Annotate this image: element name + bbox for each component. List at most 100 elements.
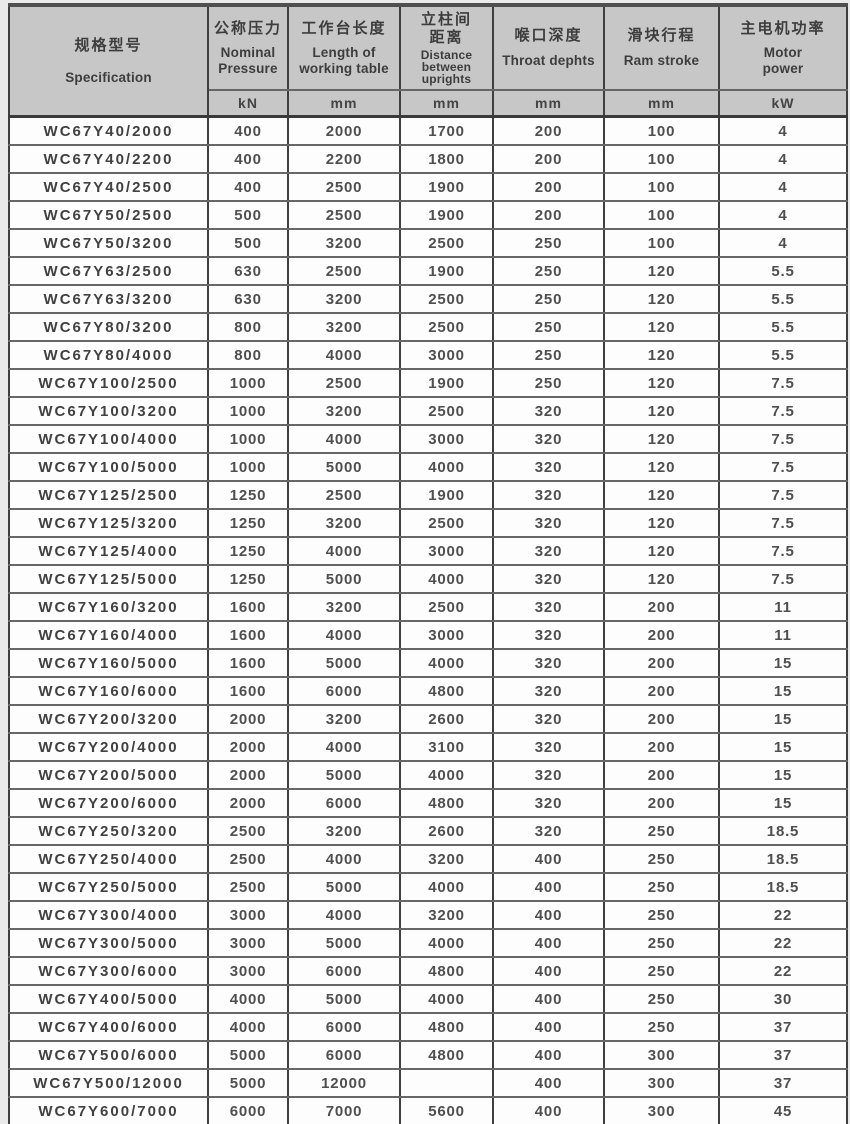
cell-ram-stroke: 120 [603, 480, 720, 510]
table-row: WC67Y80/3200 800 3200 2500 250 120 5.5 [8, 312, 848, 342]
table-row: WC67Y100/5000 1000 5000 4000 320 120 7.5 [8, 452, 848, 482]
header-motor-power: 主电机功率 Motor power [718, 4, 848, 91]
cell-motor-power: 15 [718, 648, 848, 678]
cell-uprights-distance: 2500 [399, 228, 494, 258]
cell-throat-depth: 200 [492, 172, 605, 202]
cell-throat-depth: 400 [492, 984, 605, 1014]
cell-uprights-distance: 2600 [399, 816, 494, 846]
cell-table-length: 5000 [287, 872, 401, 902]
table-row: WC67Y40/2500 400 2500 1900 200 100 4 [8, 172, 848, 202]
cell-uprights-distance: 3000 [399, 536, 494, 566]
header-nominal-pressure: 公称压力 Nominal Pressure [207, 4, 289, 91]
header-nominal-pressure-zh: 公称压力 [213, 19, 282, 37]
cell-ram-stroke: 250 [603, 984, 720, 1014]
cell-motor-power: 7.5 [718, 396, 848, 426]
table-body: WC67Y40/2000 400 2000 1700 200 100 4 WC67Y40/22… [8, 115, 848, 1124]
cell-throat-depth: 200 [492, 144, 605, 174]
table-row: WC67Y100/3200 1000 3200 2500 320 120 7.5 [8, 396, 848, 426]
unit-motor-power: kW [718, 89, 848, 118]
cell-nominal-pressure: 3000 [207, 928, 289, 958]
cell-motor-power: 7.5 [718, 424, 848, 454]
cell-model: WC67Y200/3200 [8, 704, 209, 734]
cell-motor-power: 7.5 [718, 508, 848, 538]
cell-ram-stroke: 200 [603, 704, 720, 734]
cell-nominal-pressure: 6000 [207, 1096, 289, 1124]
cell-nominal-pressure: 3000 [207, 900, 289, 930]
cell-ram-stroke: 120 [603, 508, 720, 538]
cell-motor-power: 7.5 [718, 452, 848, 482]
cell-nominal-pressure: 1000 [207, 396, 289, 426]
cell-nominal-pressure: 2000 [207, 704, 289, 734]
cell-table-length: 5000 [287, 760, 401, 790]
table-row: WC67Y250/5000 2500 5000 4000 400 250 18.5 [8, 872, 848, 902]
cell-motor-power: 4 [718, 172, 848, 202]
table-row: WC67Y500/6000 5000 6000 4800 400 300 37 [8, 1040, 848, 1070]
cell-table-length: 3200 [287, 284, 401, 314]
cell-ram-stroke: 100 [603, 144, 720, 174]
cell-nominal-pressure: 630 [207, 284, 289, 314]
header-ram-stroke: 滑块行程 Ram stroke [603, 4, 720, 91]
cell-ram-stroke: 120 [603, 368, 720, 398]
cell-uprights-distance: 5600 [399, 1096, 494, 1124]
table-row: WC67Y400/5000 4000 5000 4000 400 250 30 [8, 984, 848, 1014]
cell-nominal-pressure: 2000 [207, 788, 289, 818]
cell-uprights-distance: 2500 [399, 284, 494, 314]
cell-table-length: 5000 [287, 928, 401, 958]
cell-ram-stroke: 200 [603, 620, 720, 650]
table-row: WC67Y400/6000 4000 6000 4800 400 250 37 [8, 1012, 848, 1042]
header-table-length: 工作台长度 Length of working table [287, 4, 401, 91]
cell-table-length: 2000 [287, 115, 401, 146]
cell-model: WC67Y500/6000 [8, 1040, 209, 1070]
cell-uprights-distance: 4000 [399, 564, 494, 594]
cell-throat-depth: 320 [492, 396, 605, 426]
cell-throat-depth: 250 [492, 312, 605, 342]
header-ram-stroke-en: Ram stroke [623, 53, 700, 69]
cell-throat-depth: 320 [492, 592, 605, 622]
table-row: WC67Y160/5000 1600 5000 4000 320 200 15 [8, 648, 848, 678]
cell-uprights-distance: 2500 [399, 592, 494, 622]
cell-uprights-distance: 4800 [399, 956, 494, 986]
cell-ram-stroke: 100 [603, 172, 720, 202]
cell-model: WC67Y160/6000 [8, 676, 209, 706]
table-row: WC67Y63/2500 630 2500 1900 250 120 5.5 [8, 256, 848, 286]
cell-throat-depth: 320 [492, 704, 605, 734]
cell-model: WC67Y125/5000 [8, 564, 209, 594]
cell-motor-power: 4 [718, 144, 848, 174]
cell-ram-stroke: 300 [603, 1068, 720, 1098]
table-row: WC67Y125/2500 1250 2500 1900 320 120 7.5 [8, 480, 848, 510]
cell-uprights-distance: 4000 [399, 928, 494, 958]
cell-table-length: 6000 [287, 1012, 401, 1042]
cell-model: WC67Y100/2500 [8, 368, 209, 398]
table-row: WC67Y200/6000 2000 6000 4800 320 200 15 [8, 788, 848, 818]
cell-throat-depth: 320 [492, 732, 605, 762]
cell-nominal-pressure: 1000 [207, 368, 289, 398]
cell-nominal-pressure: 2500 [207, 844, 289, 874]
header-uprights-distance: 立柱间 距离 Distance between uprights [399, 4, 494, 91]
cell-throat-depth: 320 [492, 508, 605, 538]
cell-model: WC67Y63/2500 [8, 256, 209, 286]
cell-table-length: 5000 [287, 452, 401, 482]
header-uprights-distance-en: Distance between uprights [420, 48, 473, 86]
cell-uprights-distance: 4800 [399, 1012, 494, 1042]
cell-table-length: 6000 [287, 956, 401, 986]
cell-throat-depth: 320 [492, 760, 605, 790]
header-specification-zh: 规格型号 [74, 36, 143, 54]
cell-nominal-pressure: 1000 [207, 452, 289, 482]
header-specification: 规格型号 Specification [8, 4, 209, 118]
cell-model: WC67Y160/3200 [8, 592, 209, 622]
cell-motor-power: 4 [718, 115, 848, 146]
cell-table-length: 2500 [287, 480, 401, 510]
cell-motor-power: 7.5 [718, 564, 848, 594]
cell-motor-power: 4 [718, 228, 848, 258]
table-row: WC67Y160/6000 1600 6000 4800 320 200 15 [8, 676, 848, 706]
cell-model: WC67Y500/12000 [8, 1068, 209, 1098]
cell-throat-depth: 400 [492, 900, 605, 930]
cell-model: WC67Y200/6000 [8, 788, 209, 818]
cell-throat-depth: 320 [492, 620, 605, 650]
cell-throat-depth: 400 [492, 872, 605, 902]
cell-model: WC67Y100/3200 [8, 396, 209, 426]
cell-ram-stroke: 120 [603, 536, 720, 566]
cell-model: WC67Y50/3200 [8, 228, 209, 258]
cell-throat-depth: 320 [492, 564, 605, 594]
cell-motor-power: 22 [718, 928, 848, 958]
